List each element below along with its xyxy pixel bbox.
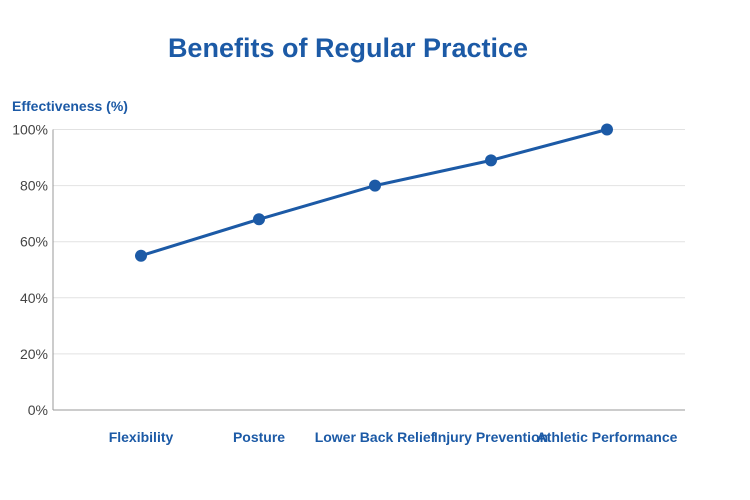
y-axis-label: Effectiveness (%) <box>12 98 128 114</box>
x-tick-label: Lower Back Relief <box>315 429 436 445</box>
y-tick-label: 40% <box>20 290 48 306</box>
data-point <box>601 123 613 136</box>
x-tick-label: Flexibility <box>109 429 174 445</box>
x-tick-label: Posture <box>233 429 285 445</box>
y-tick-label: 20% <box>20 346 48 362</box>
chart-title: Benefits of Regular Practice <box>168 33 528 63</box>
y-tick-label: 0% <box>28 402 48 418</box>
x-tick-label: Injury Prevention <box>434 429 548 445</box>
x-tick-label: Athletic Performance <box>537 429 678 445</box>
data-point <box>135 249 147 262</box>
data-point <box>253 213 265 226</box>
data-point <box>369 179 381 192</box>
y-tick-label: 100% <box>12 122 48 138</box>
y-tick-label: 60% <box>20 234 48 250</box>
data-point <box>485 154 497 167</box>
series-line <box>140 128 608 258</box>
y-tick-label: 80% <box>20 178 48 194</box>
